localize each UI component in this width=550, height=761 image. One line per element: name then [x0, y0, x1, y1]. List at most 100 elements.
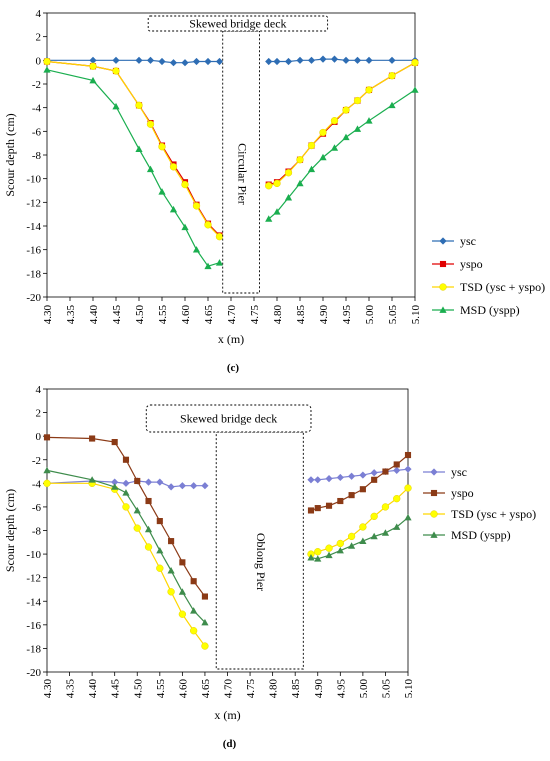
- data-point: [112, 102, 120, 110]
- y-tick-label: 0: [36, 431, 42, 443]
- data-point: [370, 469, 378, 477]
- data-point: [158, 188, 166, 195]
- y-tick-label: -14: [26, 596, 41, 608]
- legend-marker: [439, 306, 447, 313]
- legend-label: ysc: [451, 465, 467, 479]
- x-tick-label: 4.30: [42, 305, 54, 325]
- data-point: [192, 57, 201, 66]
- y-tick-label: -6: [32, 126, 42, 138]
- data-point: [342, 56, 350, 64]
- data-point: [330, 55, 339, 63]
- data-point: [347, 542, 356, 549]
- y-tick-label: 0: [36, 55, 42, 67]
- data-point: [201, 642, 209, 650]
- data-point: [265, 182, 273, 190]
- data-point: [215, 232, 224, 241]
- y-tick-label: -18: [26, 643, 41, 655]
- data-point: [337, 497, 344, 505]
- data-point: [325, 544, 333, 552]
- x-tick-label: 4.80: [272, 305, 284, 325]
- x-tick-label: 5.05: [380, 679, 392, 699]
- y-tick-label: -4: [32, 478, 42, 490]
- legend-marker: [430, 510, 438, 518]
- data-point: [265, 57, 273, 66]
- x-tick-label: 4.90: [318, 305, 330, 325]
- y-tick-label: -18: [26, 268, 41, 280]
- data-point: [336, 473, 344, 482]
- data-point: [158, 143, 166, 151]
- y-tick-label: -12: [26, 197, 41, 209]
- data-point: [319, 55, 327, 63]
- data-point: [204, 221, 212, 229]
- data-point: [215, 259, 224, 266]
- data-point: [112, 67, 120, 75]
- data-point: [296, 179, 304, 187]
- data-point: [190, 578, 197, 585]
- data-point: [342, 133, 350, 141]
- data-point: [404, 484, 412, 492]
- legend-label: TSD (ysc + yspo): [460, 280, 545, 294]
- y-tick-label: 2: [36, 32, 42, 44]
- data-point: [370, 512, 378, 521]
- data-point: [192, 202, 201, 210]
- y-tick-label: -20: [26, 292, 41, 304]
- data-point: [381, 529, 390, 536]
- data-point: [411, 59, 419, 67]
- data-point: [319, 153, 327, 161]
- data-point: [181, 59, 189, 67]
- data-point: [371, 476, 378, 483]
- y-axis-label: Scour depth (cm): [3, 489, 17, 572]
- data-point: [342, 106, 350, 114]
- legend-label: MSD (yspp): [460, 303, 520, 317]
- legend-marker: [430, 531, 438, 538]
- x-tick-label: 4.40: [88, 305, 100, 325]
- data-point: [359, 523, 367, 531]
- panel-label: (d): [223, 738, 237, 750]
- x-tick-label: 4.90: [313, 679, 325, 699]
- panel-label: (c): [227, 362, 240, 374]
- data-point: [122, 479, 130, 487]
- x-tick-label: 4.55: [157, 305, 169, 325]
- data-point: [111, 478, 119, 486]
- data-point: [370, 532, 378, 540]
- data-point: [178, 588, 186, 595]
- data-point: [168, 538, 175, 545]
- data-point: [215, 57, 224, 66]
- data-point: [273, 57, 281, 66]
- data-point: [284, 194, 293, 201]
- x-tick-label: 4.50: [134, 305, 146, 325]
- data-point: [135, 101, 143, 109]
- series-line: [268, 62, 416, 187]
- data-point: [144, 525, 153, 533]
- data-point: [307, 165, 316, 173]
- series-line: [46, 60, 220, 236]
- x-tick-label: 4.35: [65, 679, 77, 699]
- legend-label: yspo: [451, 486, 474, 500]
- x-tick-label: 4.45: [110, 679, 122, 699]
- x-tick-label: 5.00: [364, 305, 376, 325]
- chart-panel-c: 4 2 0 -2 -4 -6 -8 -10 -12 -14 -16 -18 -204.30 4.35 4.4…: [3, 8, 545, 374]
- data-point: [201, 482, 209, 490]
- x-tick-label: 4.70: [226, 305, 238, 325]
- data-point: [167, 588, 175, 596]
- data-point: [284, 169, 293, 177]
- y-tick-label: -6: [32, 502, 42, 514]
- data-point: [273, 179, 281, 188]
- series-tsd: [43, 57, 419, 241]
- series-line: [46, 69, 220, 267]
- data-point: [314, 548, 322, 556]
- data-point: [134, 477, 141, 485]
- y-tick-label: -2: [32, 455, 41, 467]
- data-point: [43, 66, 51, 73]
- data-point: [144, 478, 153, 486]
- legend-label: MSD (yspp): [451, 528, 511, 542]
- y-tick-label: -16: [26, 620, 41, 632]
- data-point: [330, 117, 339, 125]
- data-point: [359, 486, 366, 493]
- data-point: [353, 125, 362, 132]
- data-point: [411, 86, 419, 93]
- x-tick-label: 5.10: [403, 679, 415, 699]
- data-point: [169, 205, 178, 213]
- data-point: [388, 101, 396, 109]
- data-point: [365, 86, 373, 94]
